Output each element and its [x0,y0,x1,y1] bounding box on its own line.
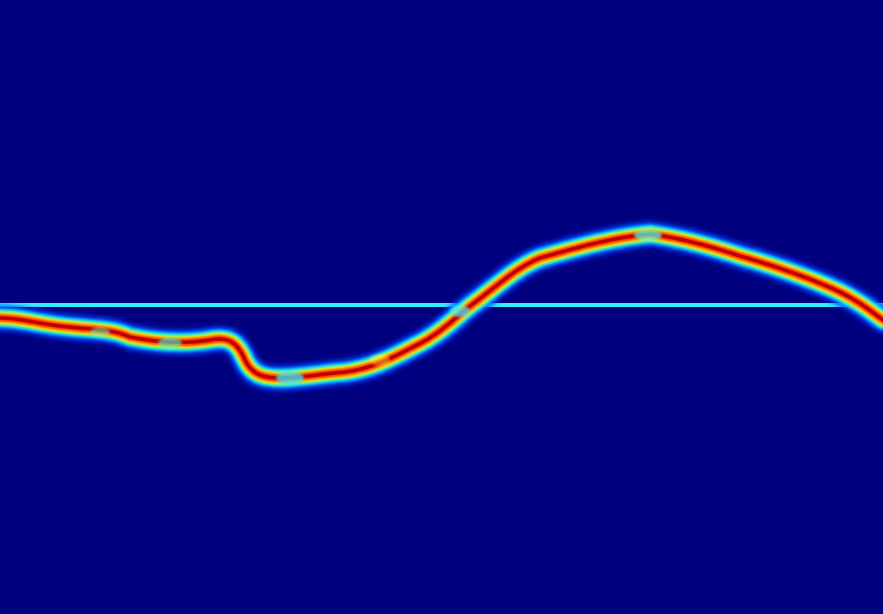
wave-band [0,221,883,391]
wave-gaps [90,229,662,385]
